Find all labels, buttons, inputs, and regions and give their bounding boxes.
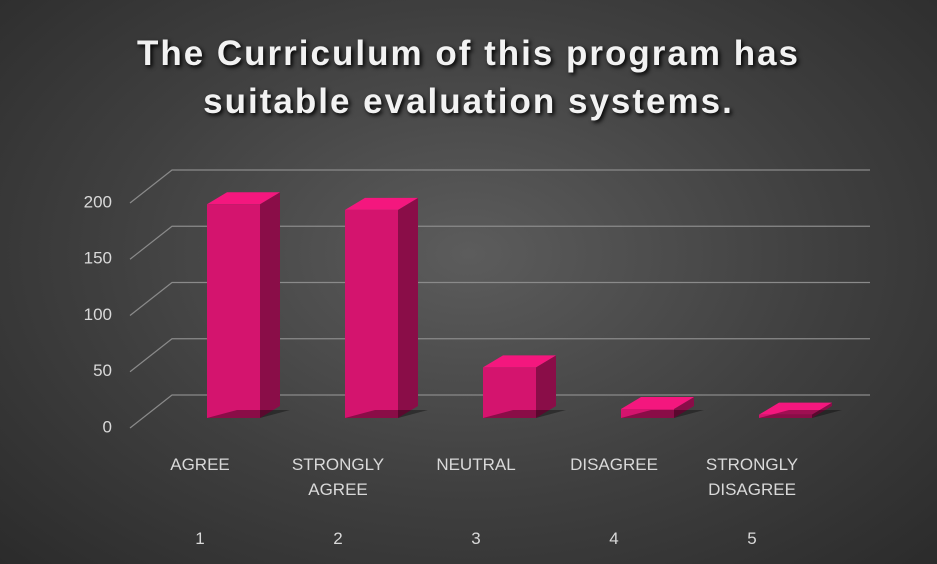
bar-front — [483, 367, 536, 418]
bar — [207, 192, 280, 418]
chart-title: The Curriculum of this program has suita… — [136, 34, 801, 121]
bar-shadow — [207, 410, 290, 418]
x-tick-number: 3 — [471, 529, 481, 548]
bar-side — [260, 192, 280, 418]
bar-front — [345, 209, 398, 418]
bar — [345, 197, 418, 418]
grid-line — [129, 394, 870, 429]
x-tick-number: 2 — [333, 529, 343, 548]
x-tick-label: STRONGLY DISAGREE — [705, 455, 799, 499]
x-tick-label: AGREE — [170, 455, 230, 474]
bar-top — [207, 192, 280, 205]
bar — [759, 402, 832, 418]
bar-shadow — [483, 410, 566, 418]
x-tick-label: STRONGLY AGREE — [291, 455, 385, 499]
bar-top — [483, 355, 556, 368]
y-tick-label: 0 — [103, 417, 112, 436]
bar — [483, 355, 556, 418]
x-tick-number: 5 — [747, 529, 757, 548]
grid-line — [129, 169, 870, 204]
y-tick-label: 200 — [84, 192, 112, 211]
bar-front — [207, 204, 260, 418]
x-tick-number: 1 — [195, 529, 205, 548]
bar-front — [621, 409, 674, 418]
grid-line — [129, 281, 870, 316]
bar-front — [759, 414, 812, 418]
bar — [621, 397, 694, 418]
grid-line — [129, 338, 870, 373]
bar-shadow — [621, 410, 704, 418]
bar-side — [812, 402, 832, 418]
bar-side — [536, 355, 556, 418]
bar-side — [674, 397, 694, 418]
x-tick-number: 4 — [609, 529, 619, 548]
bar-top — [621, 397, 694, 409]
x-tick-label: NEUTRAL — [436, 455, 516, 474]
y-tick-label: 50 — [93, 361, 112, 380]
x-tick-label: DISAGREE — [570, 455, 658, 474]
y-tick-label: 100 — [84, 305, 112, 324]
bar-top — [345, 197, 418, 210]
bar-top — [759, 402, 832, 415]
y-tick-label: 150 — [84, 249, 112, 268]
bar-shadow — [759, 410, 842, 418]
bar-shadow — [345, 410, 428, 418]
grid-line — [129, 225, 870, 260]
bar-side — [398, 197, 418, 418]
